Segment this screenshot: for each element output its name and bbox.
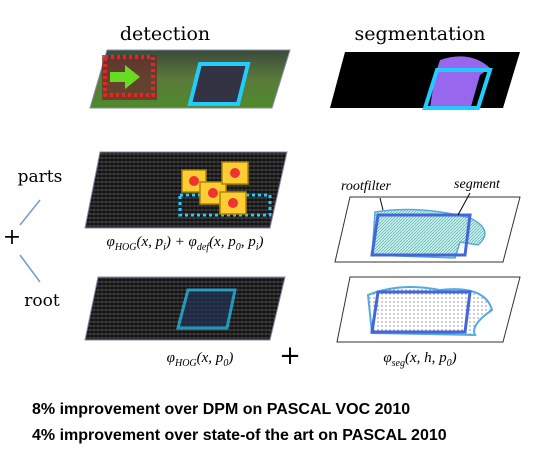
label-root: root [24,291,60,311]
formula-text: φ [383,350,391,366]
formula-text: ) [258,234,264,250]
formula-text: , p [241,234,257,250]
label-rootfilter: rootfilter [341,179,392,194]
formula-text: (x, p [136,234,163,250]
root-hog [84,276,286,341]
label-segment: segment [454,177,501,192]
label-plus: + [279,341,301,371]
subscript: 0 [223,358,228,369]
formula-text: (x, h, p [405,350,447,366]
formula-text: (x, p [209,234,236,250]
note: 4% improvement over state-of the art on … [32,427,447,444]
subscript: 0 [447,358,452,369]
note: 8% improvement over DPM on PASCAL VOC 20… [32,401,410,418]
label-plus: + [3,225,21,250]
subscript: HOG [114,242,137,253]
header-segmentation: segmentation [354,23,485,45]
rootfilter-panel [334,192,521,263]
subscript: 0 [236,242,241,253]
label-parts: parts [18,167,63,187]
segmentation-image [330,52,520,110]
formula-text: ) [227,350,233,366]
formula-text: φ [167,350,175,366]
detection-image [89,49,291,109]
header-detection: detection [120,23,210,45]
subscript: i [256,242,259,253]
subscript: seg [392,358,405,369]
subscript: i [163,242,166,253]
formula-parts: φHOG(x, pi) + φdef(x, p0, pi) [107,234,264,253]
formula-root: φHOG(x, p0) [167,350,234,369]
formula-text: (x, p [197,350,224,366]
parts-hog [84,151,288,229]
connector [19,254,41,283]
connector [19,199,41,226]
formula-text: ) [451,350,457,366]
formula-text: φ [107,234,115,250]
segment-panel [336,276,521,343]
formula-text: ) + φ [165,234,197,250]
subscript: HOG [174,358,197,369]
formula-seg: φseg(x, h, p0) [383,350,456,369]
subscript: def [197,242,210,253]
